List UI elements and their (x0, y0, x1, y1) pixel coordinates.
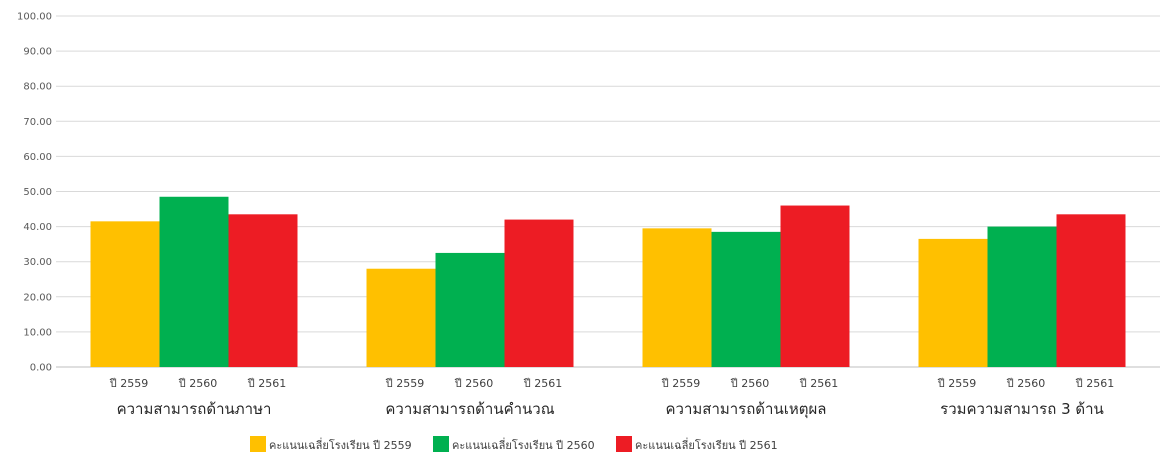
bar-year-label: ปี 2560 (454, 377, 494, 390)
bar-3-3 (780, 205, 850, 367)
legend-swatch (433, 436, 449, 452)
bar-2-1 (159, 196, 229, 367)
bar-year-label: ปี 2560 (730, 377, 770, 390)
legend-label: คะแนนเฉลี่ยโรงเรียน ปี 2560 (452, 437, 595, 452)
bar-year-label: ปี 2559 (661, 377, 701, 390)
y-tick-label: 40.00 (23, 222, 52, 233)
y-tick-label: 100.00 (17, 12, 52, 23)
y-tick-label: 20.00 (23, 292, 52, 303)
bar-year-label: ปี 2561 (523, 377, 563, 390)
bar-3-1 (228, 214, 298, 367)
bar-1-1 (90, 221, 160, 367)
bar-year-label: ปี 2560 (1006, 377, 1046, 390)
bar-year-label: ปี 2559 (109, 377, 149, 390)
bar-year-label: ปี 2561 (1075, 377, 1115, 390)
category-label: รวมความสามารถ 3 ด้าน (940, 400, 1104, 418)
bar-3-4 (1056, 214, 1126, 367)
bar-3-2 (504, 219, 574, 367)
legend-swatch (250, 436, 266, 452)
y-tick-label: 60.00 (23, 152, 52, 163)
legend: คะแนนเฉลี่ยโรงเรียน ปี 2559 คะแนนเฉลี่ยโร… (250, 436, 778, 452)
y-tick-label: 80.00 (23, 82, 52, 93)
x-axis-labels: ปี 2559 ปี 2560 ปี 2561 ความสามารถด้านภาษา ป… (109, 377, 1115, 419)
bar-1-3 (642, 228, 712, 367)
bar-2-3 (711, 231, 781, 367)
bar-year-label: ปี 2559 (385, 377, 425, 390)
y-tick-label: 90.00 (23, 47, 52, 58)
bars (90, 196, 1126, 367)
bar-2-2 (435, 252, 505, 367)
legend-label: คะแนนเฉลี่ยโรงเรียน ปี 2559 (269, 437, 412, 452)
legend-swatch (616, 436, 632, 452)
bar-year-label: ปี 2560 (178, 377, 218, 390)
bar-year-label: ปี 2559 (937, 377, 977, 390)
bar-1-2 (366, 268, 436, 367)
category-label: ความสามารถด้านคำนวณ (385, 400, 554, 418)
bar-2-4 (987, 226, 1057, 367)
y-axis-tick-labels: 0.00 10.00 20.00 30.00 40.00 50.00 60.00 70.00 8… (17, 12, 52, 374)
y-tick-label: 50.00 (23, 187, 52, 198)
y-tick-label: 10.00 (23, 327, 52, 338)
category-label: ความสามารถด้านภาษา (117, 400, 272, 418)
bar-1-4 (918, 238, 988, 367)
category-label: ความสามารถด้านเหตุผล (666, 400, 827, 419)
bar-year-label: ปี 2561 (247, 377, 287, 390)
y-tick-label: 30.00 (23, 257, 52, 268)
y-tick-label: 0.00 (30, 363, 52, 374)
y-tick-label: 70.00 (23, 117, 52, 128)
bar-year-label: ปี 2561 (799, 377, 839, 390)
legend-label: คะแนนเฉลี่ยโรงเรียน ปี 2561 (635, 437, 778, 452)
